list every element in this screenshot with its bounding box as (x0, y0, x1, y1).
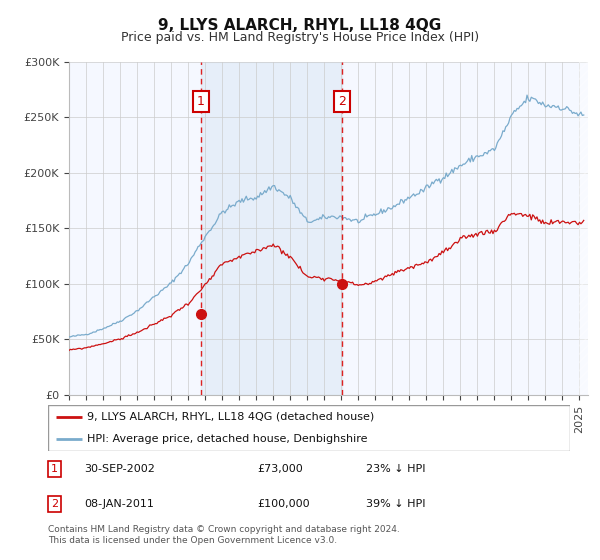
Text: 2: 2 (338, 95, 346, 108)
Text: 08-JAN-2011: 08-JAN-2011 (85, 499, 154, 509)
Bar (201, 62, 342, 395)
Text: 9, LLYS ALARCH, RHYL, LL18 4QG: 9, LLYS ALARCH, RHYL, LL18 4QG (158, 18, 442, 33)
Text: Contains HM Land Registry data © Crown copyright and database right 2024.
This d: Contains HM Land Registry data © Crown c… (48, 525, 400, 545)
Text: 30-SEP-2002: 30-SEP-2002 (85, 464, 155, 474)
Text: £73,000: £73,000 (257, 464, 302, 474)
Text: 9, LLYS ALARCH, RHYL, LL18 4QG (detached house): 9, LLYS ALARCH, RHYL, LL18 4QG (detached… (87, 412, 374, 422)
Text: 1: 1 (51, 464, 58, 474)
Text: 39% ↓ HPI: 39% ↓ HPI (367, 499, 426, 509)
Text: HPI: Average price, detached house, Denbighshire: HPI: Average price, detached house, Denb… (87, 434, 368, 444)
Text: 2: 2 (51, 499, 58, 509)
Text: 23% ↓ HPI: 23% ↓ HPI (367, 464, 426, 474)
Bar (580, 62, 588, 395)
Text: 1: 1 (197, 95, 205, 108)
Text: £100,000: £100,000 (257, 499, 310, 509)
Text: Price paid vs. HM Land Registry's House Price Index (HPI): Price paid vs. HM Land Registry's House … (121, 31, 479, 44)
